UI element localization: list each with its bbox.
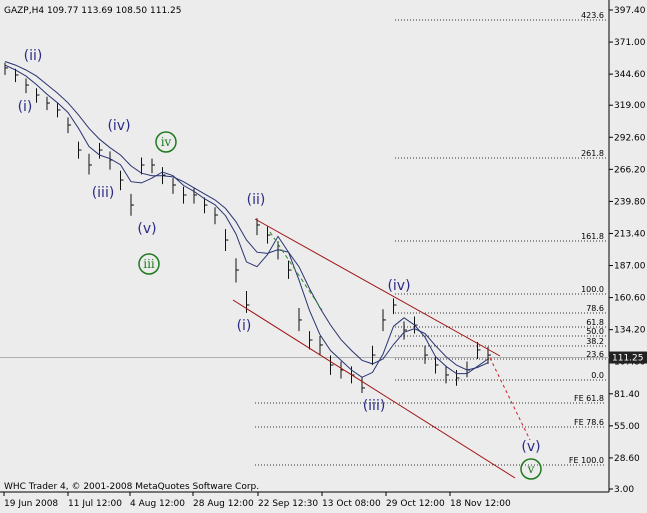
y-tick-label: 213.40	[614, 229, 646, 239]
wave-circle	[138, 253, 160, 275]
chart-title: GAZP,H4 109.77 113.69 108.50 111.25	[4, 6, 182, 16]
wave-label: v	[527, 462, 535, 476]
wave-label: iv	[161, 135, 172, 149]
y-tick-label: 187.00	[614, 262, 646, 272]
channel-upper	[254, 218, 501, 357]
fib-label: 161.8	[581, 232, 604, 241]
x-tick-label: 19 Jun 2008	[4, 499, 58, 509]
wave-label: (i)	[18, 99, 33, 115]
wave-label: (v)	[137, 221, 156, 237]
last-price-box	[609, 351, 647, 364]
y-tick-label: 266.20	[614, 165, 646, 175]
fib-label: FE 78.6	[574, 418, 604, 427]
fib-label: 61.8	[586, 318, 604, 327]
fib-label: 50.0	[586, 327, 604, 336]
fib-label: 100.0	[581, 285, 604, 294]
wave-label: (iii)	[92, 185, 115, 201]
fib-label: 78.6	[586, 304, 604, 313]
y-tick-label: 134.20	[614, 326, 646, 336]
wave-circle	[520, 458, 542, 480]
y-tick-label: 239.80	[614, 197, 646, 207]
x-tick-label: 11 Jul 12:00	[68, 499, 122, 509]
wave-label: iii	[143, 257, 155, 271]
x-tick-label: 22 Sep 12:30	[258, 499, 318, 509]
wave-label: (ii)	[247, 192, 266, 208]
fib-label: 0.0	[591, 371, 604, 380]
y-tick-label: 81.40	[614, 390, 640, 400]
y-tick-label: 344.60	[614, 70, 646, 80]
y-tick-label: 292.60	[614, 133, 646, 143]
y-tick-label: 397.40	[614, 6, 646, 16]
y-tick-label: 371.00	[614, 38, 646, 48]
wave-line	[269, 231, 323, 311]
y-tick-label: 3.00	[614, 485, 634, 495]
fib-label: 38.2	[586, 337, 604, 346]
y-tick-label: 160.60	[614, 294, 646, 304]
wave-label: (iv)	[107, 118, 130, 134]
last-price-label: 111.25	[612, 354, 644, 364]
y-tick-label: 55.00	[614, 422, 640, 432]
fib-label: 23.6	[586, 350, 604, 359]
wave-label: (iv)	[387, 278, 410, 294]
wave-label: (i)	[237, 318, 252, 334]
x-tick-label: 18 Nov 12:00	[450, 499, 511, 509]
wave-label: (ii)	[24, 48, 43, 64]
fib-label: FE 100.0	[569, 456, 604, 465]
footer: WHC Trader 4, © 2001-2008 MetaQuotes Sof…	[4, 482, 259, 492]
wave-label: (v)	[521, 439, 540, 455]
ma-line	[4, 61, 489, 371]
x-tick-label: 13 Oct 08:00	[322, 499, 381, 509]
x-tick-label: 4 Aug 12:00	[130, 499, 185, 509]
channel-lower	[232, 299, 516, 479]
x-tick-label: 28 Aug 12:00	[193, 499, 254, 509]
fib-label: 423.6	[581, 11, 604, 20]
wave-label: (iii)	[363, 398, 386, 414]
wave-circle	[155, 131, 177, 153]
fib-label: 261.8	[581, 149, 604, 158]
ma-line	[4, 64, 489, 378]
y-tick-label: 28.60	[614, 454, 640, 464]
x-tick-label: 29 Oct 12:00	[386, 499, 445, 509]
y-tick-label: 319.00	[614, 101, 646, 111]
fib-label: FE 61.8	[574, 394, 604, 403]
